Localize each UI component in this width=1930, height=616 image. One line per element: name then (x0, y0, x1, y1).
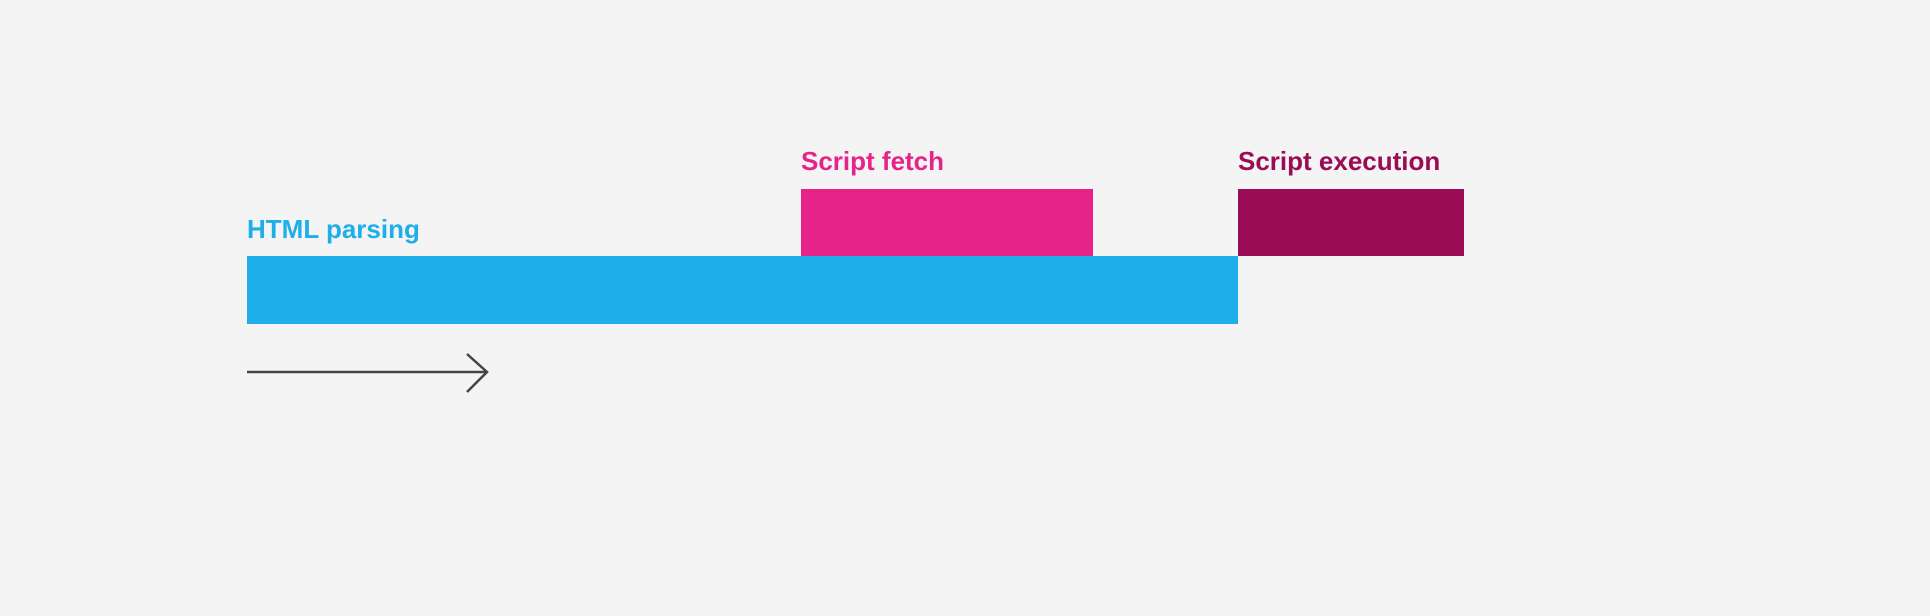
right-arrow-icon (247, 353, 489, 393)
script-execution-bar (1238, 189, 1464, 256)
html-parsing-bar (247, 256, 1238, 324)
time-arrow-head (466, 353, 489, 393)
html-parsing-label: HTML parsing (247, 214, 420, 244)
script-execution-label: Script execution (1238, 146, 1441, 176)
script-fetch-bar (801, 189, 1093, 256)
script-fetch-label: Script fetch (801, 146, 945, 176)
